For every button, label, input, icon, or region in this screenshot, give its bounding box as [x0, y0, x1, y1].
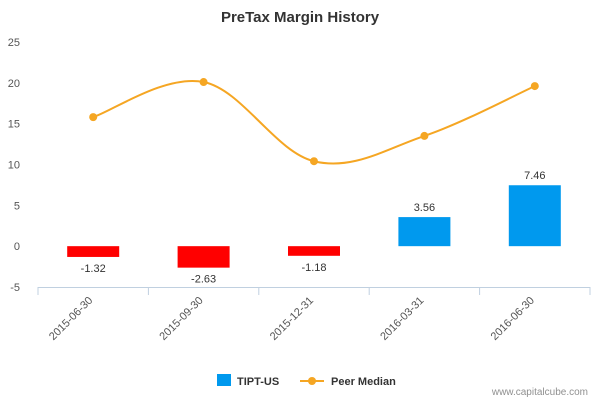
y-tick-label: 0: [14, 241, 20, 253]
legend-swatch-peer-median-dot: [308, 377, 316, 385]
peer-median-point[interactable]: [420, 131, 429, 140]
x-tick-label: 2015-09-30: [157, 295, 205, 343]
bar-tipt-us[interactable]: [398, 217, 451, 247]
source-credit: www.capitalcube.com: [491, 387, 588, 398]
y-axis: 25 20 15 10 5 0 -5: [8, 37, 20, 294]
bar-data-label: -2.63: [191, 274, 216, 286]
bar-data-labels: -1.32 -2.63 -1.18 3.56 7.46: [81, 170, 546, 285]
bar-tipt-us[interactable]: [508, 185, 561, 247]
peer-median-point[interactable]: [310, 157, 318, 166]
peer-median-point[interactable]: [530, 82, 539, 91]
x-tick-label: 2015-12-31: [268, 295, 316, 343]
peer-median-line: [92, 79, 536, 165]
legend-label-tipt-us[interactable]: TIPT-US: [237, 376, 279, 388]
bar-data-label: 7.46: [524, 170, 545, 182]
chart-title: PreTax Margin History: [221, 9, 380, 26]
bar-tipt-us[interactable]: [288, 246, 340, 256]
bar-tipt-us[interactable]: [67, 246, 120, 257]
peer-median-series: [89, 78, 539, 166]
y-tick-label: 15: [8, 119, 20, 131]
y-tick-label: -5: [10, 282, 20, 294]
bar-data-label: -1.18: [301, 262, 326, 274]
legend-swatch-tipt-us: [217, 374, 231, 386]
y-tick-label: 25: [8, 37, 20, 49]
bar-data-label: 3.56: [414, 202, 435, 214]
x-tick-label: 2016-06-30: [489, 295, 537, 343]
bar-data-label: -1.32: [81, 263, 106, 275]
x-tick-label: 2015-06-30: [47, 295, 95, 343]
y-tick-label: 20: [8, 78, 20, 90]
bar-series: [67, 185, 561, 268]
legend: TIPT-US Peer Median: [217, 374, 396, 388]
legend-label-peer-median[interactable]: Peer Median: [331, 376, 396, 388]
bar-tipt-us[interactable]: [177, 246, 230, 268]
peer-median-point[interactable]: [199, 78, 208, 87]
x-tick-label: 2016-03-31: [378, 295, 426, 343]
peer-median-point[interactable]: [89, 113, 98, 122]
y-tick-label: 5: [14, 200, 20, 212]
y-tick-label: 10: [8, 160, 20, 172]
x-axis: 2015-06-30 2015-09-30 2015-12-31 2016-03-31…: [37, 287, 591, 343]
